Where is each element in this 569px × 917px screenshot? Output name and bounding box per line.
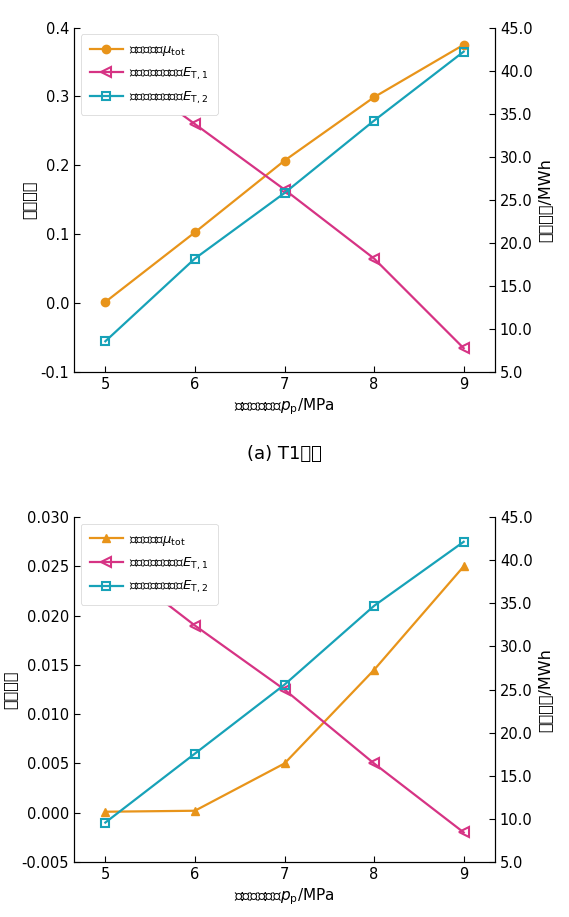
Text: (a) T1抒气: (a) T1抒气 [247,445,322,463]
Y-axis label: 引射系数: 引射系数 [21,181,36,219]
Legend: 总引射系数$\mu_\mathrm{tot}$, 第一阶段输出电量$E_\mathrm{T,1}$, 第二阶段输出电量$E_\mathrm{T,2}$: 总引射系数$\mu_\mathrm{tot}$, 第一阶段输出电量$E_\mat… [81,524,218,604]
Y-axis label: 输出电量/MWh: 输出电量/MWh [537,158,552,242]
X-axis label: 工作流体压力$p_\mathrm{p}$/MPa: 工作流体压力$p_\mathrm{p}$/MPa [234,396,335,417]
Y-axis label: 引射系数: 引射系数 [2,670,18,709]
Y-axis label: 输出电量/MWh: 输出电量/MWh [537,647,552,732]
X-axis label: 工作流体压力$p_\mathrm{p}$/MPa: 工作流体压力$p_\mathrm{p}$/MPa [234,886,335,907]
Legend: 总引射系数$\mu_\mathrm{tot}$, 第一阶段输出电量$E_\mathrm{T,1}$, 第二阶段输出电量$E_\mathrm{T,2}$: 总引射系数$\mu_\mathrm{tot}$, 第一阶段输出电量$E_\mat… [81,34,218,115]
